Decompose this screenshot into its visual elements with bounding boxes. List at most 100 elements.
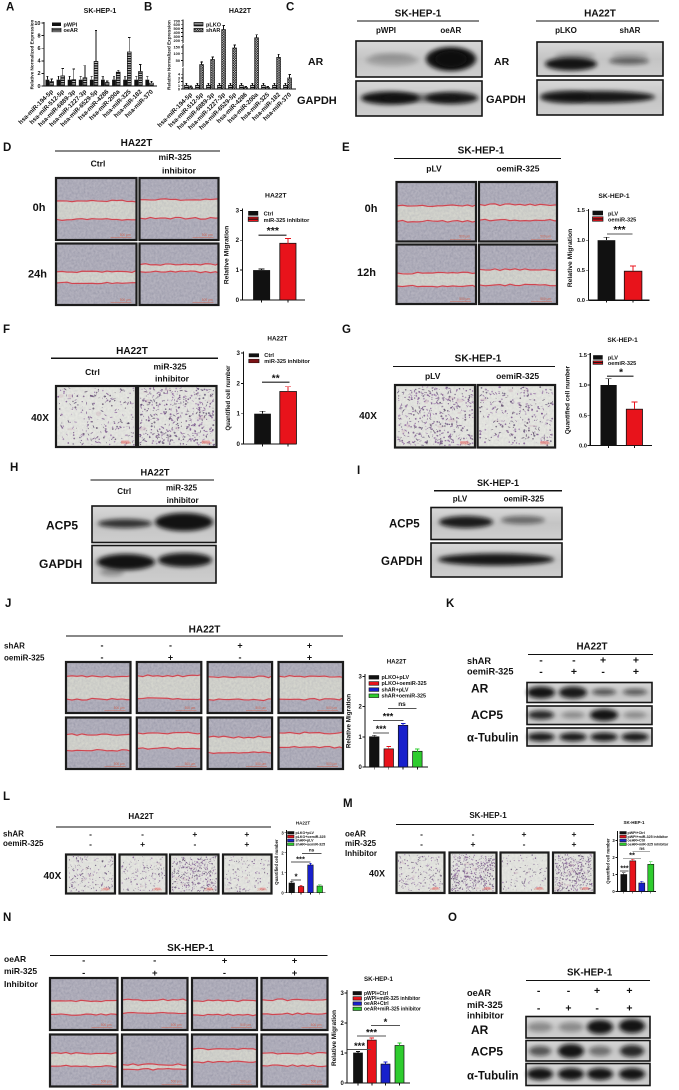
- svg-text:Relative Normalized Expression: Relative Normalized Expression: [30, 19, 35, 89]
- svg-text:oeAR: oeAR: [467, 988, 491, 998]
- svg-text:200μm: 200μm: [257, 887, 267, 891]
- svg-text:500 μm: 500 μm: [101, 1023, 112, 1027]
- svg-text:0.5: 0.5: [579, 413, 588, 419]
- svg-text:α-Tubulin: α-Tubulin: [467, 1071, 519, 1083]
- svg-text:0: 0: [237, 441, 241, 448]
- svg-text:HA22T: HA22T: [140, 468, 169, 478]
- svg-text:500 μm: 500 μm: [185, 762, 196, 766]
- svg-text:GAPDH: GAPDH: [297, 95, 337, 107]
- svg-text:-: -: [141, 829, 144, 839]
- svg-text:-: -: [101, 653, 104, 663]
- svg-text:L: L: [3, 791, 10, 803]
- svg-text:-: -: [601, 666, 605, 678]
- svg-text:500 μm: 500 μm: [202, 233, 213, 237]
- svg-text:1.5: 1.5: [579, 353, 588, 359]
- svg-text:-: -: [420, 839, 423, 849]
- svg-text:0: 0: [281, 890, 284, 895]
- svg-text:I: I: [357, 465, 360, 477]
- svg-text:oemiR-325: oemiR-325: [608, 361, 636, 367]
- svg-text:+: +: [626, 985, 632, 997]
- svg-text:***: ***: [620, 866, 628, 873]
- svg-text:150: 150: [174, 45, 181, 50]
- svg-text:O: O: [448, 912, 457, 924]
- svg-text:ACP5: ACP5: [471, 708, 503, 722]
- svg-text:A: A: [6, 2, 14, 14]
- svg-text:oeAR+Ctrl: oeAR+Ctrl: [628, 839, 646, 843]
- svg-text:oemiR-325: oemiR-325: [4, 654, 45, 663]
- svg-text:-: -: [595, 1003, 599, 1015]
- svg-text:oeAR: oeAR: [345, 830, 366, 839]
- svg-text:ns: ns: [398, 701, 406, 708]
- svg-text:pLKO: pLKO: [555, 26, 577, 35]
- svg-text:40X: 40X: [44, 871, 62, 882]
- svg-text:-: -: [420, 829, 423, 839]
- svg-text:ACP5: ACP5: [389, 519, 420, 531]
- svg-text:400: 400: [174, 30, 181, 35]
- svg-text:40X: 40X: [31, 413, 49, 424]
- svg-text:200μm: 200μm: [121, 441, 131, 445]
- svg-text:oeAR: oeAR: [64, 28, 78, 34]
- svg-text:+: +: [626, 1003, 632, 1015]
- svg-text:1: 1: [236, 267, 240, 274]
- svg-text:2: 2: [358, 705, 362, 711]
- svg-text:-: -: [89, 829, 92, 839]
- svg-text:500 μm: 500 μm: [311, 1023, 322, 1027]
- svg-text:500 μm: 500 μm: [120, 298, 131, 302]
- svg-text:+: +: [168, 653, 173, 663]
- svg-text:oemiR-325: oemiR-325: [504, 495, 545, 504]
- svg-text:200μm: 200μm: [534, 887, 544, 891]
- svg-text:GAPDH: GAPDH: [39, 557, 82, 571]
- svg-text:inhibitor: inhibitor: [155, 374, 190, 384]
- svg-text:Ctrl: Ctrl: [117, 487, 131, 496]
- svg-text:0: 0: [236, 297, 240, 304]
- svg-text:oeAR: oeAR: [440, 26, 461, 35]
- svg-text:+: +: [192, 829, 197, 839]
- svg-text:+: +: [237, 641, 242, 651]
- svg-text:500 μm: 500 μm: [171, 1023, 182, 1027]
- svg-text:0.0: 0.0: [579, 444, 587, 450]
- svg-text:B: B: [144, 2, 152, 14]
- svg-text:6: 6: [37, 46, 40, 52]
- svg-text:+: +: [594, 985, 600, 997]
- svg-text:500 μm: 500 μm: [240, 1080, 251, 1084]
- svg-text:inhibitor: inhibitor: [167, 496, 199, 505]
- svg-text:+: +: [152, 968, 158, 979]
- svg-text:C: C: [286, 2, 294, 14]
- svg-text:3: 3: [358, 674, 362, 680]
- svg-text:500 μm: 500 μm: [255, 762, 266, 766]
- svg-text:Ctrl: Ctrl: [85, 367, 100, 377]
- svg-text:200μm: 200μm: [204, 887, 214, 891]
- svg-text:+: +: [292, 956, 298, 967]
- svg-text:pLV: pLV: [426, 163, 442, 173]
- svg-text:pLKO+oemiR-325: pLKO+oemiR-325: [382, 681, 427, 687]
- svg-text:*: *: [619, 366, 624, 378]
- svg-text:shAR: shAR: [206, 28, 220, 34]
- svg-text:SK-HEP-1: SK-HEP-1: [455, 354, 502, 365]
- svg-text:oeAR+Ctrl: oeAR+Ctrl: [364, 1001, 389, 1007]
- svg-text:AR: AR: [471, 1023, 489, 1037]
- svg-text:2: 2: [236, 237, 240, 244]
- svg-text:Ctrl: Ctrl: [91, 159, 106, 169]
- svg-text:pWPI+Ctrl: pWPI+Ctrl: [628, 831, 645, 835]
- svg-text:Relative Normalized Expression: Relative Normalized Expression: [167, 20, 172, 90]
- svg-text:pLKO+oemiR-325: pLKO+oemiR-325: [296, 835, 326, 839]
- svg-text:D: D: [3, 142, 11, 154]
- svg-text:+: +: [140, 839, 145, 849]
- svg-text:500 μm: 500 μm: [202, 298, 213, 302]
- svg-text:500 μm: 500 μm: [120, 233, 131, 237]
- svg-text:200: 200: [174, 38, 181, 43]
- svg-text:oemiR-325: oemiR-325: [497, 163, 540, 173]
- svg-text:-: -: [223, 968, 226, 979]
- svg-text:+: +: [307, 641, 312, 651]
- svg-text:Quantified cell number: Quantified cell number: [274, 839, 279, 885]
- svg-text:Relative Migration: Relative Migration: [567, 229, 574, 288]
- svg-text:-: -: [153, 956, 156, 967]
- svg-text:2: 2: [37, 71, 40, 77]
- svg-text:inhibitor: inhibitor: [162, 166, 197, 176]
- svg-text:Quantified cell number: Quantified cell number: [565, 365, 572, 434]
- svg-text:2: 2: [612, 855, 615, 860]
- svg-text:500 μm: 500 μm: [240, 1023, 251, 1027]
- svg-text:500 μm: 500 μm: [114, 706, 125, 710]
- svg-text:GAPDH: GAPDH: [486, 94, 526, 106]
- svg-text:pLV: pLV: [608, 356, 618, 362]
